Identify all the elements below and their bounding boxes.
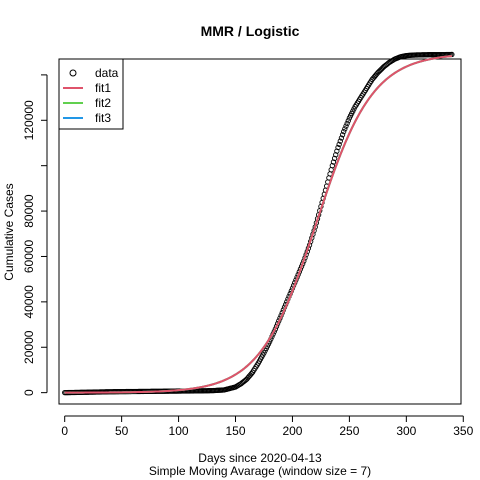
legend-label-data: data xyxy=(95,66,119,80)
y-tick-label: 120000 xyxy=(22,100,36,140)
legend-label-fit1: fit1 xyxy=(95,81,111,95)
x-tick-label: 0 xyxy=(61,424,68,438)
fit-lines xyxy=(64,55,452,394)
x-tick-label: 250 xyxy=(339,424,359,438)
data-point xyxy=(335,144,341,151)
data-point xyxy=(338,135,345,141)
data-point xyxy=(341,128,347,135)
x-axis-label: Days since 2020-04-13 xyxy=(198,451,322,465)
data-point xyxy=(343,123,349,129)
data-point xyxy=(336,141,342,147)
x-tick-label: 200 xyxy=(282,424,302,438)
y-tick-label: 0 xyxy=(22,389,36,396)
x-tick-label: 350 xyxy=(453,424,473,438)
legend-label-fit2: fit2 xyxy=(95,96,111,110)
y-axis-label: Cumulative Cases xyxy=(2,183,16,280)
legend-label-fit3: fit3 xyxy=(95,111,111,125)
y-tick-label: 80000 xyxy=(22,194,36,228)
data-point xyxy=(331,155,338,162)
data-point xyxy=(334,148,340,154)
plot-frame xyxy=(58,58,462,405)
data-point xyxy=(329,163,335,169)
data-point xyxy=(273,323,280,330)
y-axis: 0 20000 40000 60000 80000 120000 xyxy=(22,74,48,396)
x-tick-label: 50 xyxy=(115,424,129,438)
data-point xyxy=(342,126,348,132)
fit-line-fit1 xyxy=(64,55,452,394)
data-point xyxy=(339,132,346,138)
x-tick-label: 100 xyxy=(169,424,189,438)
data-point xyxy=(337,138,343,144)
y-tick-label: 60000 xyxy=(22,239,36,273)
x-tick-label: 150 xyxy=(225,424,245,438)
y-tick-label: 40000 xyxy=(22,285,36,319)
chart-title: MMR / Logistic xyxy=(201,23,300,39)
legend-symbol-data xyxy=(69,69,77,77)
data-point xyxy=(344,120,350,127)
x-axis: 0 50 100 150 200 250 300 350 xyxy=(61,415,474,438)
x-axis-sublabel: Simple Moving Avarage (window size = 7) xyxy=(149,464,371,478)
data-point xyxy=(345,118,351,124)
y-tick-label: 20000 xyxy=(22,330,36,364)
data-point xyxy=(333,152,339,158)
data-point xyxy=(330,159,337,165)
x-tick-label: 300 xyxy=(396,424,416,438)
